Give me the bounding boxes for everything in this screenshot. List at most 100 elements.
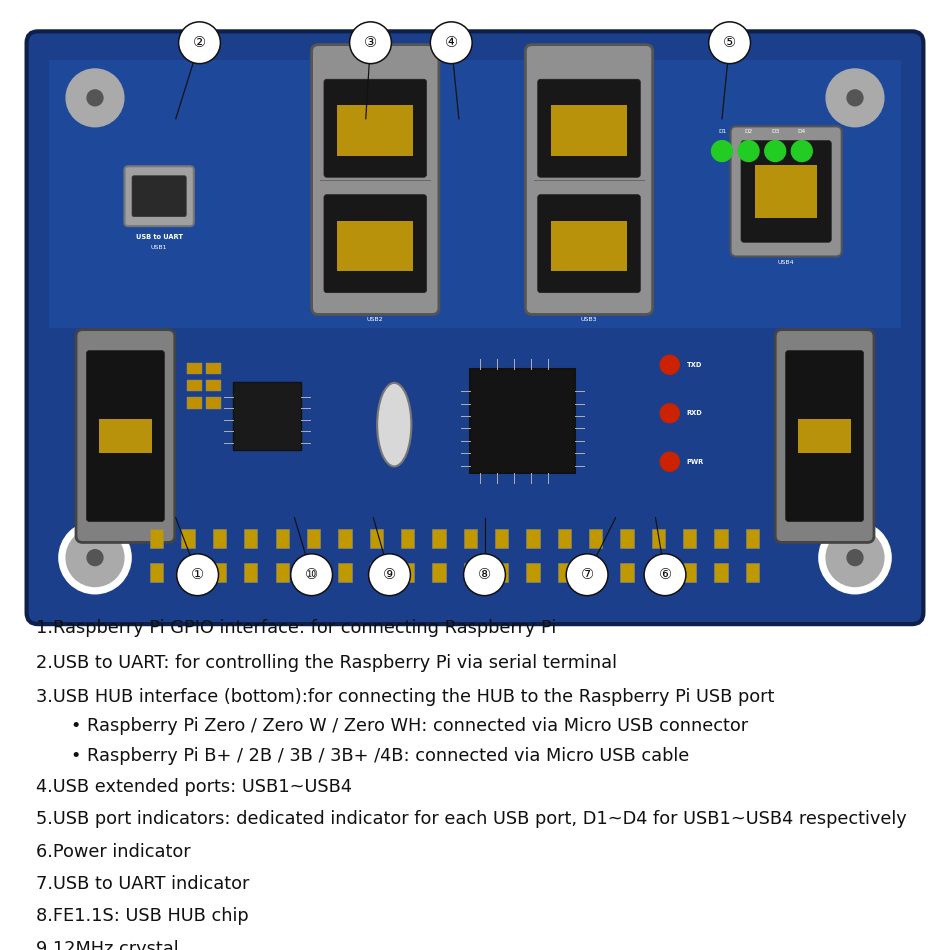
FancyBboxPatch shape: [244, 529, 257, 548]
Circle shape: [826, 529, 884, 586]
Text: • Raspberry Pi B+ / 2B / 3B / 3B+ /4B: connected via Micro USB cable: • Raspberry Pi B+ / 2B / 3B / 3B+ /4B: c…: [71, 747, 690, 765]
FancyBboxPatch shape: [470, 369, 575, 473]
Text: USB2: USB2: [367, 317, 384, 322]
FancyBboxPatch shape: [683, 529, 696, 548]
Circle shape: [791, 141, 812, 162]
Text: ⑨: ⑨: [383, 567, 396, 582]
FancyBboxPatch shape: [206, 380, 221, 391]
FancyBboxPatch shape: [27, 31, 923, 624]
Text: D3: D3: [771, 129, 779, 134]
FancyBboxPatch shape: [132, 176, 186, 217]
FancyBboxPatch shape: [538, 195, 640, 293]
FancyBboxPatch shape: [746, 529, 759, 548]
FancyBboxPatch shape: [432, 529, 446, 548]
Circle shape: [66, 69, 124, 126]
Text: USB to UART: USB to UART: [136, 234, 182, 239]
Circle shape: [566, 554, 608, 596]
Text: ②: ②: [193, 35, 206, 50]
Circle shape: [430, 22, 472, 64]
FancyBboxPatch shape: [337, 105, 413, 156]
Circle shape: [350, 22, 391, 64]
Circle shape: [59, 522, 131, 594]
Circle shape: [819, 522, 891, 594]
FancyBboxPatch shape: [589, 563, 602, 582]
Circle shape: [464, 554, 505, 596]
Text: USB1: USB1: [151, 245, 167, 250]
FancyBboxPatch shape: [525, 45, 653, 314]
Text: 2.USB to UART: for controlling the Raspberry Pi via serial terminal: 2.USB to UART: for controlling the Raspb…: [36, 654, 618, 672]
Text: USB4: USB4: [778, 260, 794, 265]
FancyBboxPatch shape: [432, 563, 446, 582]
FancyBboxPatch shape: [495, 529, 508, 548]
FancyBboxPatch shape: [370, 563, 383, 582]
Circle shape: [819, 62, 891, 134]
FancyBboxPatch shape: [786, 351, 864, 522]
Circle shape: [709, 22, 751, 64]
FancyBboxPatch shape: [150, 563, 163, 582]
Circle shape: [712, 141, 732, 162]
Text: 6.Power indicator: 6.Power indicator: [36, 843, 191, 861]
FancyBboxPatch shape: [558, 563, 571, 582]
FancyBboxPatch shape: [76, 330, 175, 542]
Circle shape: [660, 355, 679, 374]
FancyBboxPatch shape: [276, 563, 289, 582]
FancyBboxPatch shape: [181, 563, 195, 582]
Text: • Raspberry Pi Zero / Zero W / Zero WH: connected via Micro USB connector: • Raspberry Pi Zero / Zero W / Zero WH: …: [71, 717, 749, 735]
FancyBboxPatch shape: [307, 563, 320, 582]
Circle shape: [66, 529, 124, 586]
Circle shape: [369, 554, 410, 596]
Text: RXD: RXD: [687, 410, 703, 416]
FancyBboxPatch shape: [86, 351, 164, 522]
FancyBboxPatch shape: [213, 563, 226, 582]
FancyBboxPatch shape: [324, 195, 427, 293]
FancyBboxPatch shape: [464, 563, 477, 582]
FancyBboxPatch shape: [652, 563, 665, 582]
FancyBboxPatch shape: [206, 363, 221, 374]
Text: USB3: USB3: [580, 317, 598, 322]
Text: ⑧: ⑧: [478, 567, 491, 582]
Text: D1: D1: [718, 129, 726, 134]
Text: PWR: PWR: [687, 459, 704, 465]
FancyBboxPatch shape: [652, 529, 665, 548]
FancyBboxPatch shape: [324, 79, 427, 178]
Circle shape: [59, 62, 131, 134]
FancyBboxPatch shape: [714, 529, 728, 548]
Text: ①: ①: [191, 567, 204, 582]
Text: ④: ④: [445, 35, 458, 50]
FancyBboxPatch shape: [276, 529, 289, 548]
FancyBboxPatch shape: [244, 563, 257, 582]
Circle shape: [765, 141, 786, 162]
FancyBboxPatch shape: [746, 563, 759, 582]
Text: D2: D2: [745, 129, 752, 134]
Text: 8.FE1.1S: USB HUB chip: 8.FE1.1S: USB HUB chip: [36, 907, 249, 925]
FancyBboxPatch shape: [538, 79, 640, 178]
FancyBboxPatch shape: [312, 45, 439, 314]
Circle shape: [291, 554, 332, 596]
FancyBboxPatch shape: [464, 529, 477, 548]
Text: 5.USB port indicators: dedicated indicator for each USB port, D1~D4 for USB1~USB: 5.USB port indicators: dedicated indicat…: [36, 810, 907, 828]
Circle shape: [644, 554, 686, 596]
FancyBboxPatch shape: [683, 563, 696, 582]
Text: 4.USB extended ports: USB1~USB4: 4.USB extended ports: USB1~USB4: [36, 778, 352, 796]
Circle shape: [847, 550, 863, 565]
FancyBboxPatch shape: [714, 563, 728, 582]
Circle shape: [179, 22, 220, 64]
FancyBboxPatch shape: [558, 529, 571, 548]
Circle shape: [660, 452, 679, 471]
Text: D4: D4: [798, 129, 806, 134]
FancyBboxPatch shape: [187, 363, 202, 374]
FancyBboxPatch shape: [551, 105, 627, 156]
FancyBboxPatch shape: [401, 563, 414, 582]
FancyBboxPatch shape: [401, 529, 414, 548]
Text: 3.USB HUB interface (bottom):for connecting the HUB to the Raspberry Pi USB port: 3.USB HUB interface (bottom):for connect…: [36, 688, 774, 706]
FancyBboxPatch shape: [589, 529, 602, 548]
Text: ③: ③: [364, 35, 377, 50]
Text: 7.USB to UART indicator: 7.USB to UART indicator: [36, 875, 250, 893]
Text: ⑥: ⑥: [658, 567, 672, 582]
FancyBboxPatch shape: [526, 529, 540, 548]
FancyBboxPatch shape: [370, 529, 383, 548]
FancyBboxPatch shape: [206, 397, 221, 408]
FancyBboxPatch shape: [213, 529, 226, 548]
Text: 1.Raspberry Pi GPIO interface: for connecting Raspberry Pi: 1.Raspberry Pi GPIO interface: for conne…: [36, 619, 557, 637]
FancyBboxPatch shape: [181, 529, 195, 548]
